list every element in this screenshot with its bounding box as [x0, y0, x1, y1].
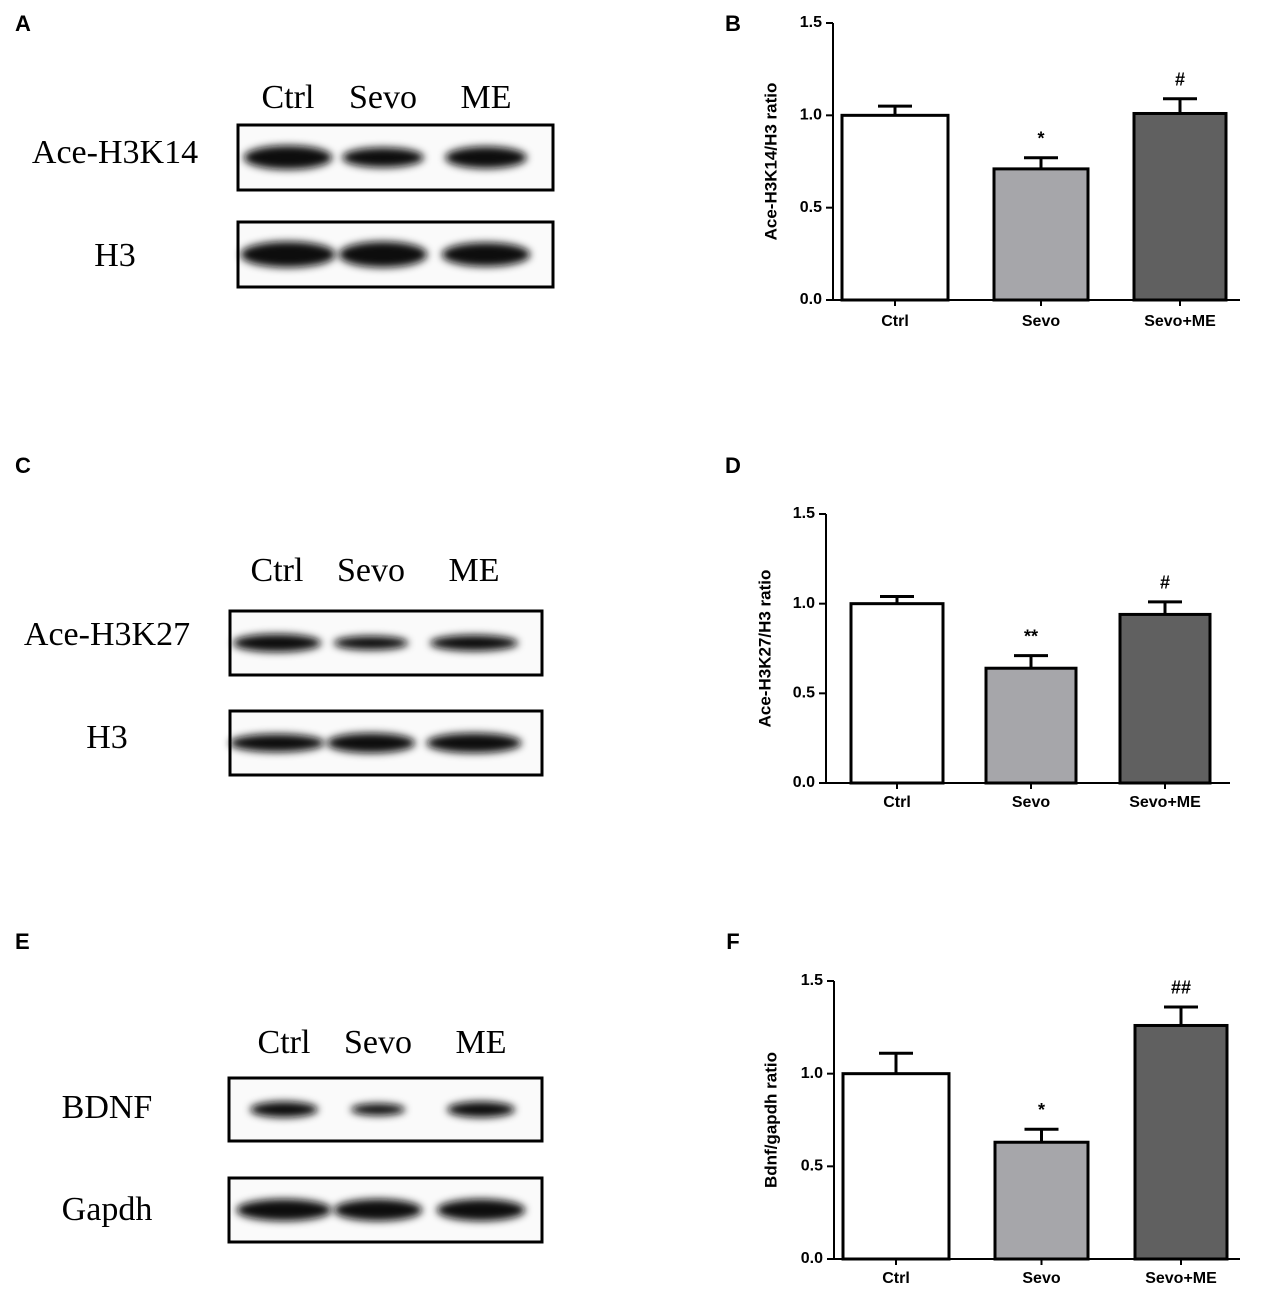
- y-tick-label: 0.5: [800, 199, 822, 216]
- y-tick-label: 0.0: [793, 774, 815, 791]
- blot-band: [445, 146, 527, 169]
- blot-band: [229, 734, 325, 752]
- y-axis-label: Ace-H3K27/H3 ratio: [755, 570, 774, 728]
- significance-mark: #: [1175, 69, 1185, 89]
- x-tick-label: Sevo+ME: [1129, 794, 1201, 811]
- y-tick-label: 1.0: [793, 595, 815, 612]
- lane-label: Sevo: [349, 79, 417, 116]
- y-tick-label: 1.0: [801, 1065, 823, 1082]
- blot-band: [447, 1101, 515, 1118]
- y-tick-label: 0.5: [801, 1158, 823, 1175]
- bar: [1132, 111, 1228, 302]
- x-tick-label: Sevo: [1022, 1270, 1060, 1287]
- lane-label: ME: [456, 1024, 507, 1061]
- row-label: Ace-H3K14: [32, 134, 198, 171]
- significance-mark: *: [1037, 129, 1044, 149]
- x-tick-label: Ctrl: [881, 313, 909, 330]
- lane-label: Ctrl: [251, 552, 304, 589]
- y-tick-label: 1.5: [801, 972, 823, 989]
- blot-band: [441, 242, 531, 267]
- significance-mark: *: [1038, 1100, 1045, 1120]
- bar: [840, 113, 950, 302]
- blot-band: [250, 1101, 318, 1118]
- bar: [1133, 1023, 1229, 1261]
- lane-label: ME: [461, 79, 512, 116]
- y-tick-label: 1.0: [800, 107, 822, 124]
- x-tick-label: Sevo+ME: [1145, 1270, 1217, 1287]
- y-tick-label: 1.5: [800, 14, 822, 31]
- x-tick-label: Ctrl: [882, 1270, 910, 1287]
- x-tick-label: Sevo: [1022, 313, 1060, 330]
- panel-letter: B: [725, 11, 741, 36]
- blot-band: [326, 733, 416, 753]
- panel-letter: C: [15, 453, 31, 478]
- blot-band: [426, 733, 522, 753]
- row-label: Ace-H3K27: [24, 616, 190, 653]
- bar: [993, 1140, 1090, 1261]
- panel-letter: A: [15, 11, 31, 36]
- bar: [1118, 612, 1212, 785]
- panel-letter: D: [725, 453, 741, 478]
- significance-mark: #: [1160, 573, 1170, 593]
- bar: [992, 167, 1090, 302]
- lane-label: Ctrl: [262, 79, 315, 116]
- x-tick-label: Sevo: [1012, 794, 1050, 811]
- row-label: BDNF: [62, 1089, 153, 1126]
- blot-band: [236, 1199, 332, 1221]
- blot-band: [350, 1103, 406, 1116]
- blot-band: [333, 636, 409, 650]
- blot-band: [243, 145, 333, 170]
- row-label: Gapdh: [62, 1191, 153, 1228]
- lane-label: ME: [449, 552, 500, 589]
- blot-band: [429, 635, 519, 651]
- lane-label: Sevo: [337, 552, 405, 589]
- row-label: H3: [94, 237, 136, 274]
- blot-band: [436, 1199, 526, 1221]
- y-tick-label: 0.0: [801, 1250, 823, 1267]
- blot-band: [333, 1199, 423, 1221]
- y-tick-label: 1.5: [793, 505, 815, 522]
- significance-mark: ##: [1171, 978, 1191, 998]
- y-axis-label: Bdnf/gapdh ratio: [761, 1052, 780, 1188]
- x-tick-label: Ctrl: [883, 794, 911, 811]
- y-axis-label: Ace-H3K14/H3 ratio: [761, 83, 780, 241]
- blot-band: [240, 241, 336, 268]
- y-tick-label: 0.5: [793, 685, 815, 702]
- panel-letter: E: [15, 929, 30, 954]
- panel-letter: F: [726, 929, 739, 954]
- blot-band: [232, 634, 322, 652]
- row-label: H3: [86, 719, 128, 756]
- y-tick-label: 0.0: [800, 291, 822, 308]
- lane-label: Ctrl: [258, 1024, 311, 1061]
- bar: [841, 1072, 951, 1261]
- bar: [984, 666, 1078, 785]
- lane-label: Sevo: [344, 1024, 412, 1061]
- significance-mark: **: [1024, 626, 1038, 646]
- blot-band: [338, 241, 428, 268]
- blot-band: [342, 147, 424, 168]
- bar: [849, 602, 945, 785]
- x-tick-label: Sevo+ME: [1144, 313, 1216, 330]
